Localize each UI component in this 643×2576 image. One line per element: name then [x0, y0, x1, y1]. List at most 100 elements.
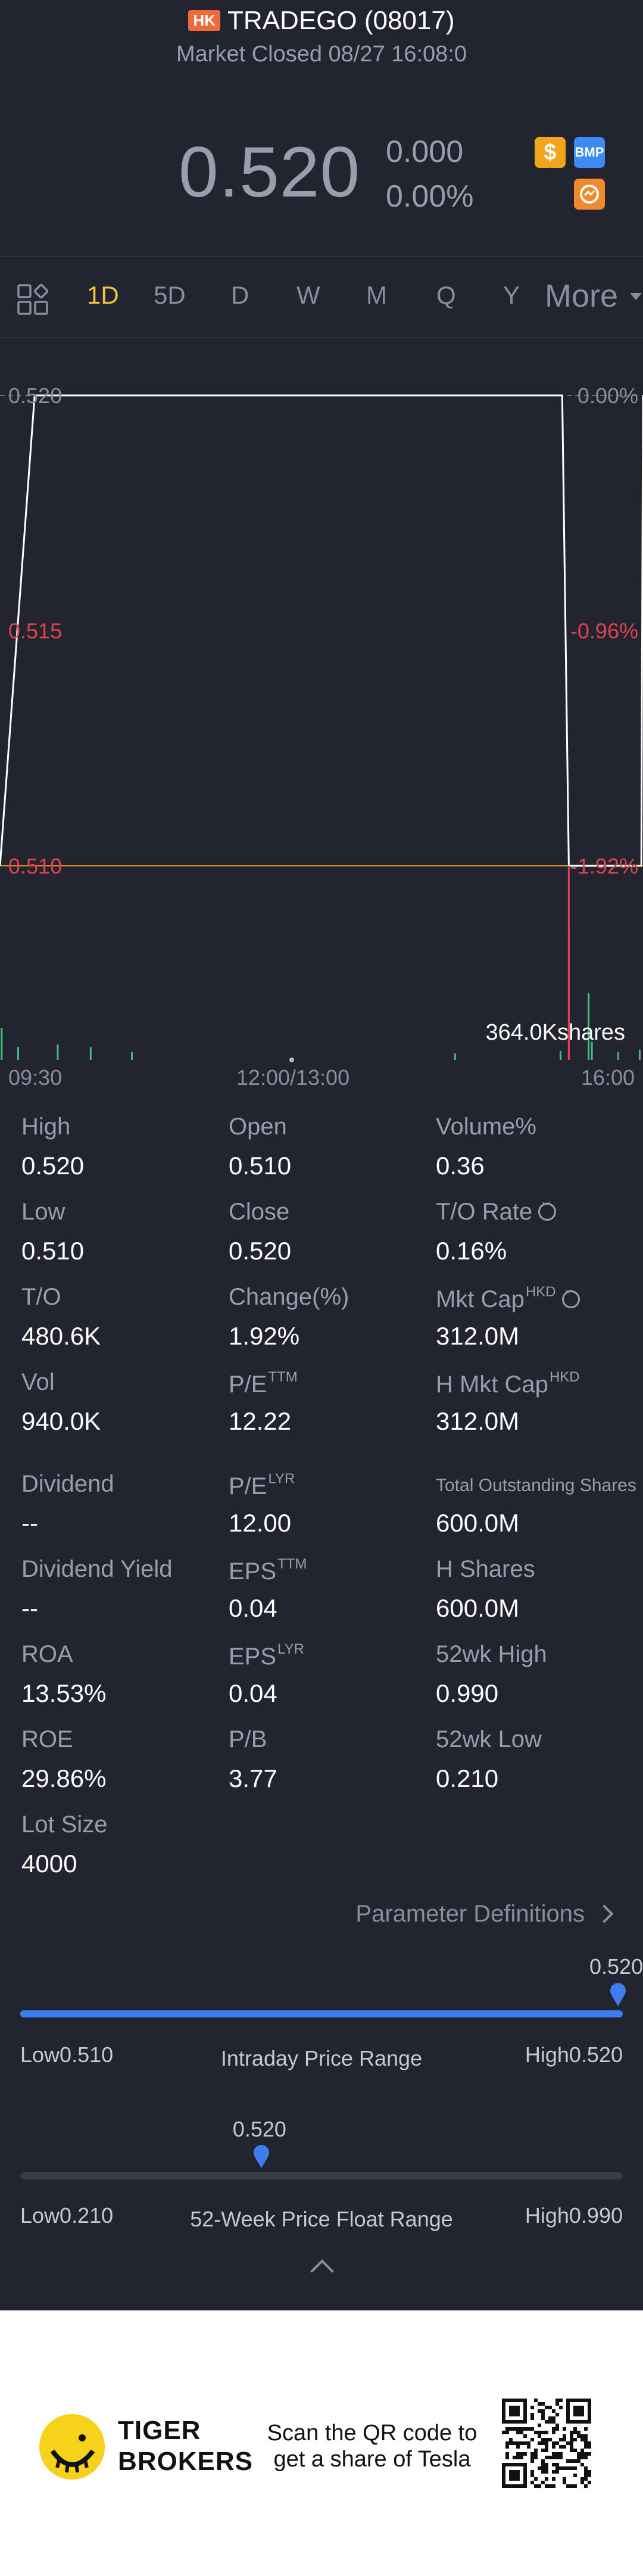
stat-label: EPSLYR — [229, 1641, 304, 1670]
intraday-range-label: Intraday Price Range — [220, 2046, 423, 2070]
stat-value: 312.0M — [436, 1322, 520, 1350]
chevron-right-icon — [595, 1904, 614, 1923]
volume-bar — [567, 931, 570, 1060]
stat-value: 4000 — [21, 1850, 77, 1878]
stat-change: Change(%) 1.92% — [229, 1284, 431, 1361]
volume-bar — [591, 1041, 593, 1060]
stat-open: Open 0.510 — [229, 1114, 431, 1191]
stat-value: 600.0M — [436, 1594, 520, 1622]
stat-label: Dividend — [21, 1471, 114, 1497]
stat-label: 52wk High — [436, 1641, 547, 1667]
promo-banner[interactable]: TIGER BROKERS Scan the QR code to get a … — [0, 2310, 643, 2576]
stat-value: 940.0K — [21, 1407, 101, 1435]
stock-title: HK TRADEGO (08017) — [0, 6, 643, 36]
stat-label: P/B — [229, 1726, 267, 1752]
info-icon[interactable] — [538, 1196, 557, 1221]
volume-readout: 364.0Kshares — [486, 1020, 626, 1045]
stat-value: 0.36 — [436, 1152, 485, 1180]
stat-high: High 0.520 — [21, 1114, 224, 1191]
stat-eps-lyr: EPSLYR 0.04 — [229, 1641, 431, 1719]
volume-bar — [57, 1044, 59, 1060]
y-tick-left: 0.515 — [8, 619, 62, 643]
stat-eps-ttm: EPSTTM 0.04 — [229, 1556, 431, 1633]
stat-label: ROA — [21, 1641, 73, 1667]
tab-1d[interactable]: 1D — [87, 281, 119, 309]
stat-value: 0.16% — [436, 1237, 507, 1265]
stat-label: H Shares — [436, 1556, 535, 1582]
stat-label: P/ELYR — [229, 1471, 295, 1499]
stat-label: Low — [21, 1199, 65, 1225]
stat-mkt-cap-hkd[interactable]: Mkt CapHKD 312.0M — [436, 1284, 638, 1361]
info-icon[interactable] — [561, 1284, 580, 1308]
tab-5d[interactable]: 5D — [154, 281, 186, 309]
price-change: 0.000 — [386, 135, 464, 169]
stat-value: 0.520 — [21, 1152, 85, 1180]
tab-year[interactable]: Y — [503, 281, 520, 309]
collapse-chevron-up-icon[interactable] — [310, 2259, 334, 2283]
tab-more[interactable]: More — [545, 278, 619, 314]
dollar-icon[interactable]: $ — [535, 137, 566, 168]
price-series-line — [0, 394, 643, 867]
stat-label: High — [21, 1114, 71, 1140]
qr-code[interactable] — [502, 2399, 591, 2488]
stat-value: 29.86% — [21, 1764, 107, 1792]
stat-value: 0.520 — [229, 1237, 292, 1265]
y-tick-left: 0.510 — [8, 854, 62, 878]
parameter-definitions-link[interactable]: Parameter Definitions — [355, 1901, 614, 1928]
chart-settings-icon[interactable] — [17, 283, 49, 316]
intraday-high: High0.520 — [525, 2042, 623, 2067]
stat-label: H Mkt CapHKD — [436, 1369, 580, 1398]
stat-value: 0.510 — [21, 1237, 85, 1265]
stat-label: P/ETTM — [229, 1369, 298, 1398]
stat-label: 52wk Low — [436, 1726, 542, 1752]
x-tick: 12:00/13:00 — [236, 1065, 349, 1090]
stat-lot-size: Lot Size 4000 — [21, 1811, 224, 1889]
coin-icon[interactable] — [574, 179, 605, 210]
quote-panel: 0.520 0.000 0.00% $ BMP — [0, 83, 643, 256]
intraday-marker — [610, 1983, 626, 2006]
stat-label: ROE — [21, 1726, 73, 1752]
week52-marker — [253, 2145, 269, 2168]
y-tick-right: 0.00% — [578, 383, 638, 408]
y-tick-right: -1.92% — [570, 854, 638, 878]
week52-high: High0.990 — [525, 2203, 623, 2228]
market-status: Market Closed 08/27 16:08:0 — [176, 42, 467, 67]
period-tabs: 1D 5D D W M Q Y More — [0, 256, 643, 338]
volume-bar — [588, 993, 590, 1060]
week52-current-value: 0.520 — [232, 2117, 286, 2141]
stat-close: Close 0.520 — [229, 1199, 431, 1276]
stat-dividend: Dividend -- — [21, 1471, 224, 1548]
stat-value: 3.77 — [229, 1764, 277, 1792]
promo-text: Scan the QR code to get a share of Tesla — [267, 2421, 477, 2472]
week52-range-track — [20, 2172, 623, 2179]
stat-value: 1.92% — [229, 1322, 300, 1350]
bmp-icon[interactable]: BMP — [574, 137, 605, 168]
stat-p-e-lyr: P/ELYR 12.00 — [229, 1471, 431, 1548]
tab-quarter[interactable]: Q — [436, 281, 456, 309]
volume-bar — [1, 1028, 3, 1060]
brand-name: TIGER BROKERS — [118, 2416, 254, 2476]
stat-t-o-rate[interactable]: T/O Rate 0.16% — [436, 1196, 638, 1276]
market-badge: HK — [188, 10, 221, 31]
stat-value: 12.00 — [229, 1509, 292, 1537]
volume-bar — [560, 1050, 562, 1060]
stat-label: EPSTTM — [229, 1556, 307, 1585]
volume-bar — [17, 1047, 19, 1060]
intraday-range-fill — [20, 2010, 623, 2017]
stat-label: Volume% — [436, 1114, 536, 1140]
stat-vol: Vol 940.0K — [21, 1369, 224, 1446]
volume-bar — [89, 1047, 92, 1060]
stock-name: TRADEGO (08017) — [227, 6, 455, 35]
stat-label: Open — [229, 1114, 287, 1140]
stat-h-mkt-cap-hkd: H Mkt CapHKD 312.0M — [436, 1369, 638, 1446]
stat-label: Close — [229, 1199, 290, 1225]
stat-value: -- — [21, 1594, 38, 1622]
stat-label: Dividend Yield — [21, 1556, 173, 1582]
stat-h-shares: H Shares 600.0M — [436, 1556, 638, 1633]
stock-detail-screen: HK TRADEGO (08017) Market Closed 08/27 16… — [0, 0, 643, 2310]
tab-day[interactable]: D — [231, 281, 249, 309]
tab-week[interactable]: W — [296, 281, 320, 309]
intraday-chart[interactable]: 0.520 0.515 0.510 0.00% -0.96% -1.92% 364.0Ksh… — [0, 336, 643, 1092]
tab-month[interactable]: M — [366, 281, 387, 309]
stat-label: Total Outstanding Shares — [436, 1476, 636, 1495]
